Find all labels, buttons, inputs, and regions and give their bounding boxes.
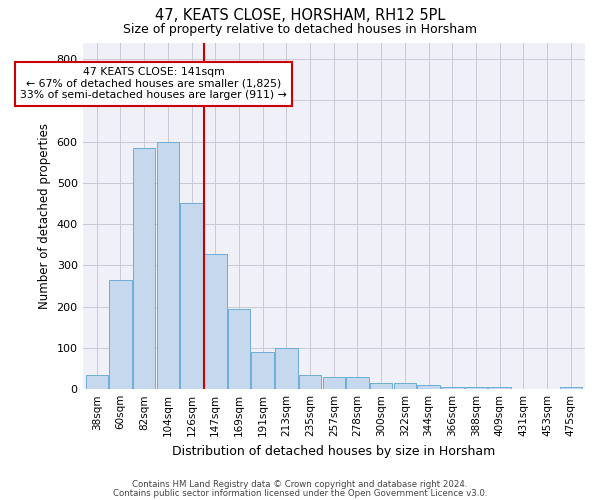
Text: Contains public sector information licensed under the Open Government Licence v3: Contains public sector information licen… — [113, 488, 487, 498]
Y-axis label: Number of detached properties: Number of detached properties — [38, 123, 51, 309]
Text: 47, KEATS CLOSE, HORSHAM, RH12 5PL: 47, KEATS CLOSE, HORSHAM, RH12 5PL — [155, 8, 445, 22]
Bar — [228, 308, 250, 389]
Text: Contains HM Land Registry data © Crown copyright and database right 2024.: Contains HM Land Registry data © Crown c… — [132, 480, 468, 489]
Text: 47 KEATS CLOSE: 141sqm
← 67% of detached houses are smaller (1,825)
33% of semi-: 47 KEATS CLOSE: 141sqm ← 67% of detached… — [20, 68, 287, 100]
Bar — [370, 383, 392, 389]
Bar — [133, 148, 155, 389]
Bar — [441, 387, 464, 389]
Bar — [275, 348, 298, 389]
Bar — [299, 374, 322, 389]
X-axis label: Distribution of detached houses by size in Horsham: Distribution of detached houses by size … — [172, 444, 496, 458]
Bar — [418, 385, 440, 389]
Bar — [251, 352, 274, 389]
Bar — [346, 377, 369, 389]
Bar — [394, 383, 416, 389]
Bar — [157, 142, 179, 389]
Bar — [86, 374, 108, 389]
Bar — [465, 387, 487, 389]
Bar — [560, 387, 582, 389]
Text: Size of property relative to detached houses in Horsham: Size of property relative to detached ho… — [123, 22, 477, 36]
Bar — [488, 387, 511, 389]
Bar — [109, 280, 132, 389]
Bar — [323, 377, 345, 389]
Bar — [181, 204, 203, 389]
Bar — [204, 254, 227, 389]
